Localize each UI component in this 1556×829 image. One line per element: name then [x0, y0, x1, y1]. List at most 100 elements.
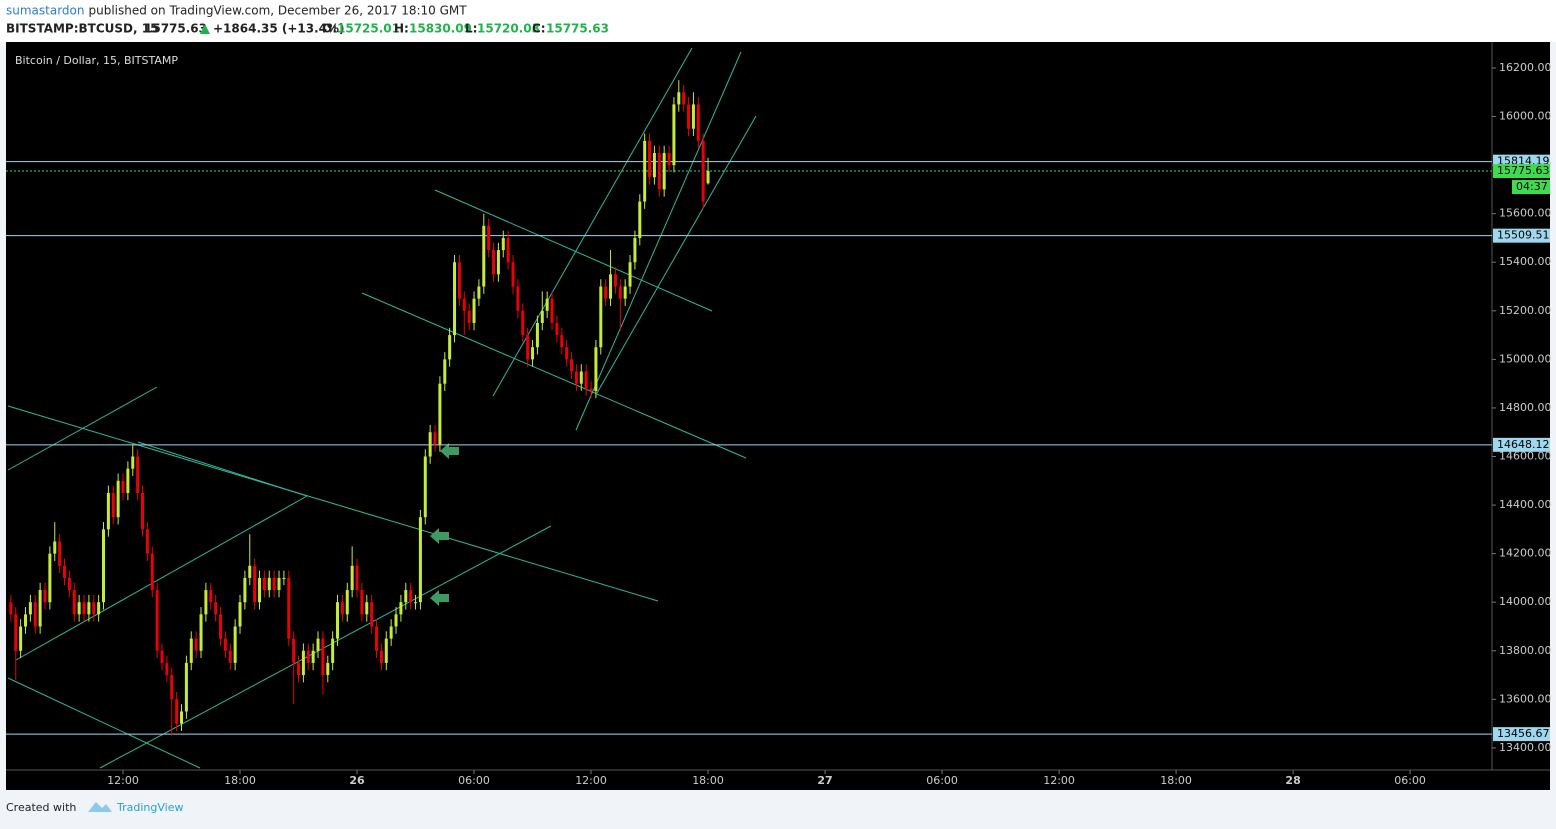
candle-body — [370, 602, 374, 627]
candle-body — [501, 237, 505, 251]
y-tick-label: 16000.00 — [1499, 110, 1552, 123]
candle-body — [506, 237, 510, 263]
candle-body — [126, 468, 130, 493]
x-tick-label: 06:00 — [1394, 774, 1426, 787]
y-tick-label: 14800.00 — [1499, 401, 1552, 414]
candle-body — [609, 274, 613, 299]
arrow — [430, 528, 449, 544]
author[interactable]: sumastardon — [6, 4, 85, 18]
candle-body — [155, 590, 159, 651]
chart-title: Bitcoin / Dollar, 15, BITSTAMP — [15, 54, 178, 67]
candle-body — [375, 626, 379, 651]
candle-body — [613, 274, 617, 287]
candle-body — [457, 262, 461, 299]
candle-body — [53, 541, 57, 554]
candle-body — [102, 529, 106, 603]
candle-body — [238, 602, 242, 627]
brand[interactable]: TradingView — [116, 801, 183, 814]
candle-body — [472, 298, 476, 323]
candle-body — [150, 553, 154, 591]
arrow — [430, 590, 449, 606]
candle-body — [526, 335, 530, 360]
candle-body — [667, 152, 671, 166]
candle-body — [448, 335, 452, 360]
x-tick-label: 18:00 — [224, 774, 256, 787]
trend-line — [99, 525, 552, 769]
candle-body — [145, 529, 149, 554]
candle-body — [350, 565, 354, 591]
candle-body — [677, 92, 681, 105]
candle-body — [121, 480, 125, 493]
level-label: 15509.51 — [1497, 229, 1550, 242]
candle-body — [228, 650, 232, 663]
candle-body — [184, 662, 188, 712]
level-tag — [1493, 727, 1550, 742]
candle-body — [438, 383, 442, 445]
candle-body — [63, 565, 67, 578]
candle-body — [589, 388, 593, 391]
candle-body — [321, 638, 325, 676]
candle-body — [360, 590, 364, 615]
y-tick-label: 15600.00 — [1499, 207, 1552, 220]
candle-body — [531, 347, 535, 360]
candle-body — [97, 602, 101, 615]
candle-body — [223, 638, 227, 651]
candle-body — [306, 650, 310, 663]
candle-body — [287, 577, 291, 639]
marks: 13400.00 13600.00 13800.00 14000.00 14200.00… — [6, 61, 1552, 787]
trend-lines — [7, 47, 757, 769]
candle-body — [43, 590, 47, 603]
last-price-tag — [1493, 164, 1550, 179]
trend-line — [15, 495, 308, 661]
candle-body — [574, 371, 578, 384]
candle-body — [633, 237, 637, 263]
c-label: C: — [532, 22, 546, 36]
o: 15725.01 — [337, 22, 400, 36]
tv-logo — [88, 802, 112, 812]
candle-body — [248, 565, 252, 578]
candle-body — [443, 359, 447, 384]
trend-line — [575, 51, 742, 431]
candle-body — [628, 262, 632, 287]
y-tick-label: 15000.00 — [1499, 352, 1552, 365]
x-tick-label: 06:00 — [458, 774, 490, 787]
l-label: L: — [465, 22, 477, 36]
candle-body — [657, 152, 661, 190]
candle-body — [414, 602, 418, 604]
level-label: 14648.12 — [1497, 438, 1550, 451]
candle-body — [535, 322, 539, 348]
x-tick-label: 27 — [817, 774, 832, 787]
candle-body — [379, 650, 383, 663]
candle-body — [560, 335, 564, 348]
y-tick-label: 13400.00 — [1499, 741, 1552, 754]
candle-body — [492, 250, 496, 275]
l: 15720.03 — [477, 22, 540, 36]
trend-line — [361, 292, 747, 459]
candle-body — [87, 602, 91, 615]
candle-body — [199, 614, 203, 651]
x-tick-label: 12:00 — [1043, 774, 1075, 787]
candle-body — [687, 104, 691, 129]
candle-body — [331, 638, 335, 663]
candle-body — [550, 298, 554, 323]
x-tick-label: 12:00 — [107, 774, 139, 787]
x-tick-label: 12:00 — [575, 774, 607, 787]
candle-body — [253, 565, 257, 603]
candle-body — [662, 152, 666, 190]
candle-body — [14, 614, 18, 651]
candle-body — [48, 553, 52, 603]
candle-body — [316, 638, 320, 651]
candle-body — [311, 650, 315, 663]
candle-body — [433, 432, 437, 445]
candle-body — [180, 711, 184, 724]
candle-body — [28, 602, 32, 615]
candle-body — [267, 577, 271, 591]
candle-body — [336, 602, 340, 639]
candle-body — [555, 322, 559, 336]
candle-body — [136, 456, 140, 493]
candle-body — [643, 140, 647, 202]
candle-body — [116, 480, 120, 518]
candle-body — [72, 590, 76, 615]
candle-body — [77, 602, 81, 615]
trend-line — [7, 677, 201, 769]
